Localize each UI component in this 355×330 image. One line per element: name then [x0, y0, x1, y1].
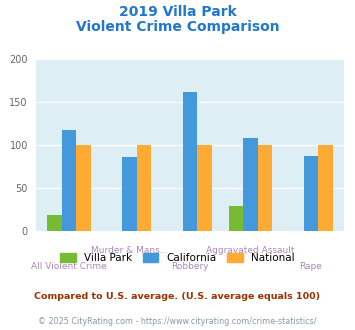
Bar: [197, 145, 212, 231]
Bar: [137, 145, 151, 231]
Bar: [304, 156, 318, 231]
Text: Aggravated Assault: Aggravated Assault: [206, 246, 295, 255]
Bar: [61, 130, 76, 231]
Text: Rape: Rape: [300, 262, 322, 271]
Text: Violent Crime Comparison: Violent Crime Comparison: [76, 20, 279, 34]
Bar: [122, 157, 137, 231]
Bar: [243, 138, 258, 231]
Legend: Villa Park, California, National: Villa Park, California, National: [56, 248, 299, 267]
Text: 2019 Villa Park: 2019 Villa Park: [119, 5, 236, 19]
Text: © 2025 CityRating.com - https://www.cityrating.com/crime-statistics/: © 2025 CityRating.com - https://www.city…: [38, 317, 317, 326]
Text: Compared to U.S. average. (U.S. average equals 100): Compared to U.S. average. (U.S. average …: [34, 292, 321, 301]
Bar: [229, 206, 243, 231]
Text: Robbery: Robbery: [171, 262, 209, 271]
Bar: [258, 145, 272, 231]
Bar: [318, 145, 333, 231]
Bar: [47, 215, 61, 231]
Text: Murder & Mans...: Murder & Mans...: [91, 246, 168, 255]
Bar: [183, 92, 197, 231]
Text: All Violent Crime: All Violent Crime: [31, 262, 107, 271]
Bar: [76, 145, 91, 231]
